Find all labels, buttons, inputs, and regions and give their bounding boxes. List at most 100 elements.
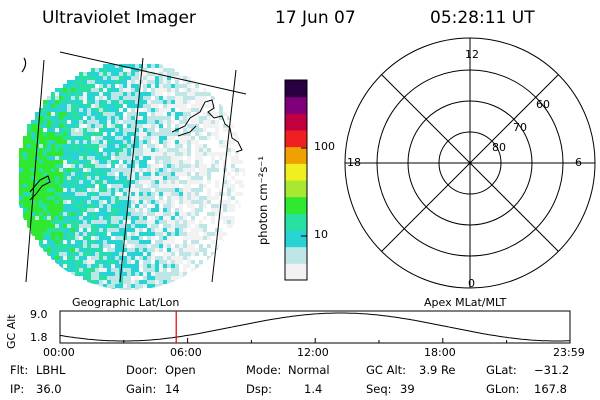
emission-pixel [191, 140, 195, 144]
emission-pixel [171, 280, 175, 284]
emission-pixel [211, 188, 215, 192]
emission-pixel [87, 196, 91, 200]
colorbar-segment [285, 263, 307, 281]
emission-pixel [111, 168, 115, 172]
emission-pixel [195, 104, 199, 108]
emission-pixel [143, 132, 147, 136]
emission-pixel [43, 188, 47, 192]
emission-pixel [151, 68, 155, 72]
emission-pixel [63, 100, 67, 104]
emission-pixel [171, 208, 175, 212]
emission-pixel [211, 224, 215, 228]
emission-pixel [151, 208, 155, 212]
emission-pixel [147, 108, 151, 112]
emission-pixel [231, 124, 235, 128]
emission-pixel [99, 188, 103, 192]
emission-pixel [75, 84, 79, 88]
emission-pixel [135, 140, 139, 144]
emission-pixel [139, 128, 143, 132]
emission-pixel [151, 188, 155, 192]
emission-pixel [103, 100, 107, 104]
emission-pixel [43, 244, 47, 248]
emission-pixel [143, 168, 147, 172]
emission-pixel [167, 248, 171, 252]
emission-pixel [99, 80, 103, 84]
emission-pixel [147, 288, 151, 290]
header-time: 05:28:11 UT [430, 8, 535, 28]
emission-pixel [87, 164, 91, 168]
emission-pixel [95, 100, 99, 104]
emission-pixel [27, 200, 31, 204]
emission-pixel [195, 244, 199, 248]
emission-pixel [199, 132, 203, 136]
emission-pixel [43, 196, 47, 200]
emission-pixel [119, 200, 123, 204]
emission-pixel [71, 176, 75, 180]
emission-pixel [111, 252, 115, 256]
emission-pixel [87, 268, 91, 272]
emission-pixel [183, 264, 187, 268]
emission-pixel [103, 128, 107, 132]
emission-pixel [91, 68, 95, 72]
emission-pixel [151, 100, 155, 104]
emission-pixel [67, 220, 71, 224]
emission-pixel [231, 160, 235, 164]
emission-pixel [115, 116, 119, 120]
emission-pixel [203, 244, 207, 248]
emission-pixel [91, 172, 95, 176]
emission-pixel [171, 200, 175, 204]
emission-pixel [79, 224, 83, 228]
emission-pixel [43, 132, 47, 136]
emission-pixel [123, 124, 127, 128]
emission-pixel [39, 148, 43, 152]
emission-pixel [131, 148, 135, 152]
emission-pixel [159, 244, 163, 248]
emission-pixel [147, 156, 151, 160]
emission-pixel [103, 244, 107, 248]
emission-pixel [139, 284, 143, 288]
mlt-label-18: 18 [347, 156, 361, 169]
emission-pixel [51, 244, 55, 248]
emission-pixel [55, 92, 59, 96]
emission-pixel [71, 256, 75, 260]
emission-pixel [99, 92, 103, 96]
emission-pixel [243, 188, 245, 192]
emission-pixel [119, 84, 123, 88]
emission-pixel [203, 208, 207, 212]
emission-pixel [151, 112, 155, 116]
emission-pixel [139, 124, 143, 128]
emission-pixel [143, 104, 147, 108]
emission-pixel [111, 100, 115, 104]
emission-pixel [179, 240, 183, 244]
emission-pixel [95, 152, 99, 156]
emission-pixel [147, 168, 151, 172]
emission-pixel [191, 236, 195, 240]
emission-pixel [115, 200, 119, 204]
emission-pixel [103, 160, 107, 164]
emission-pixel [211, 180, 215, 184]
emission-pixel [207, 124, 211, 128]
emission-pixel [115, 80, 119, 84]
emission-pixel [235, 216, 239, 220]
emission-pixel [123, 216, 127, 220]
emission-pixel [175, 244, 179, 248]
emission-pixel [131, 84, 135, 88]
emission-pixel [203, 192, 207, 196]
emission-pixel [115, 208, 119, 212]
emission-pixel [179, 276, 183, 280]
emission-pixel [75, 108, 79, 112]
emission-pixel [131, 124, 135, 128]
emission-pixel [55, 124, 59, 128]
emission-pixel [83, 72, 87, 76]
emission-pixel [91, 148, 95, 152]
emission-pixel [187, 228, 191, 232]
emission-pixel [159, 116, 163, 120]
emission-pixel [167, 88, 171, 92]
emission-pixel [91, 200, 95, 204]
emission-pixel [195, 260, 199, 264]
emission-pixel [115, 204, 119, 208]
emission-pixel [27, 136, 31, 140]
emission-pixel [99, 152, 103, 156]
emission-pixel [83, 236, 87, 240]
emission-pixel [103, 132, 107, 136]
